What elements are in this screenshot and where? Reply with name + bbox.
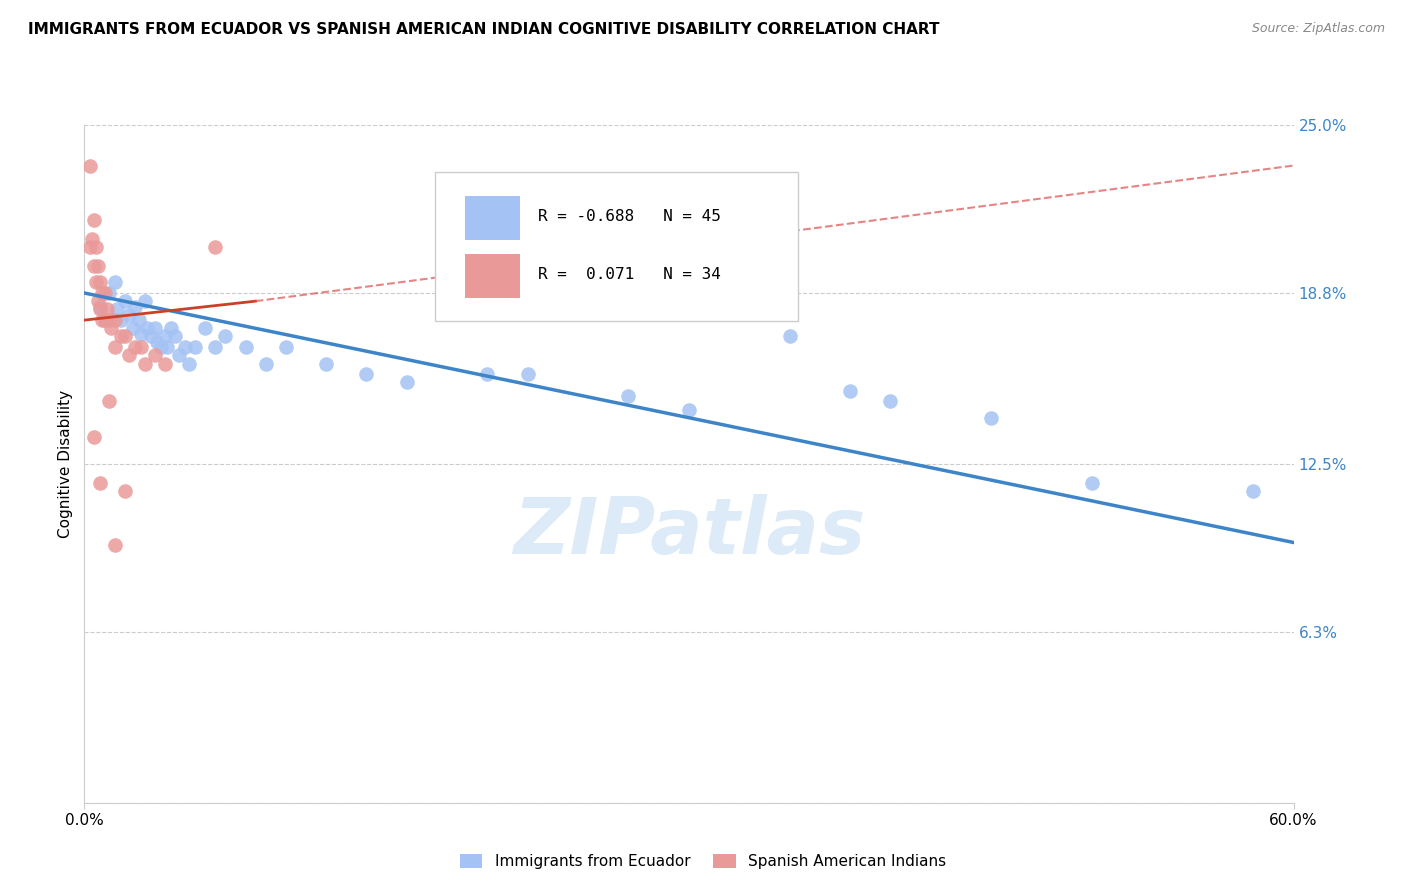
Point <box>477 368 499 382</box>
Point <box>121 321 143 335</box>
Point <box>93 313 115 327</box>
Point <box>254 357 277 371</box>
Point <box>779 329 801 343</box>
Point <box>143 348 166 362</box>
Point <box>110 329 132 343</box>
Point <box>143 321 166 335</box>
Point <box>235 340 257 354</box>
Point <box>165 329 187 343</box>
Point <box>105 302 128 317</box>
Point <box>89 275 111 289</box>
Point <box>104 340 127 354</box>
Point <box>114 329 136 343</box>
Point <box>617 389 640 403</box>
Point <box>179 357 201 371</box>
Legend: Immigrants from Ecuador, Spanish American Indians: Immigrants from Ecuador, Spanish America… <box>453 848 953 875</box>
Point <box>204 340 226 354</box>
FancyBboxPatch shape <box>434 172 797 321</box>
Point <box>146 334 169 349</box>
Point <box>129 340 152 354</box>
Point <box>134 357 156 371</box>
Text: ZIPatlas: ZIPatlas <box>513 493 865 570</box>
Point <box>315 357 337 371</box>
Point <box>91 313 114 327</box>
Point <box>194 321 217 335</box>
Text: R = -0.688   N = 45: R = -0.688 N = 45 <box>538 209 721 224</box>
Point <box>879 394 901 409</box>
Point <box>139 329 162 343</box>
Point <box>839 384 862 398</box>
Point <box>160 321 183 335</box>
Point <box>184 340 207 354</box>
Text: Source: ZipAtlas.com: Source: ZipAtlas.com <box>1251 22 1385 36</box>
Point <box>83 212 105 227</box>
Point <box>96 302 118 317</box>
Point <box>204 240 226 254</box>
Point <box>395 376 418 390</box>
Point <box>86 275 108 289</box>
Point <box>79 159 101 173</box>
Point <box>86 240 108 254</box>
Point <box>1241 483 1264 498</box>
Point <box>93 285 115 300</box>
Point <box>104 275 127 289</box>
Point <box>89 302 111 317</box>
Text: IMMIGRANTS FROM ECUADOR VS SPANISH AMERICAN INDIAN COGNITIVE DISABILITY CORRELAT: IMMIGRANTS FROM ECUADOR VS SPANISH AMERI… <box>28 22 939 37</box>
Point <box>274 340 297 354</box>
Point <box>174 340 197 354</box>
Text: R =  0.071   N = 34: R = 0.071 N = 34 <box>538 267 721 282</box>
Point <box>104 538 127 552</box>
Point <box>79 240 101 254</box>
Point <box>128 313 150 327</box>
Point <box>97 394 120 409</box>
Point <box>83 430 105 444</box>
Point <box>100 321 122 335</box>
Point <box>89 475 111 490</box>
Point <box>83 259 105 273</box>
Point <box>114 294 136 309</box>
Point <box>114 483 136 498</box>
Point <box>214 329 236 343</box>
Point <box>135 321 157 335</box>
Point <box>87 259 110 273</box>
Point <box>87 294 110 309</box>
Y-axis label: Cognitive Disability: Cognitive Disability <box>58 390 73 538</box>
Point <box>118 308 141 322</box>
Point <box>118 348 141 362</box>
Point <box>134 294 156 309</box>
Point <box>124 340 146 354</box>
Point <box>129 326 152 341</box>
Point <box>1081 475 1104 490</box>
Point <box>356 368 378 382</box>
Point <box>97 313 120 327</box>
Point <box>149 340 172 354</box>
Point <box>516 368 538 382</box>
Point <box>110 313 132 327</box>
Point <box>93 313 115 327</box>
Point <box>124 300 146 314</box>
FancyBboxPatch shape <box>465 253 520 298</box>
Point <box>678 402 700 417</box>
Point <box>156 340 179 354</box>
Point <box>104 313 127 327</box>
Point <box>980 410 1002 425</box>
Point <box>89 300 111 314</box>
Point <box>82 232 104 246</box>
Point <box>153 357 176 371</box>
Point <box>91 285 114 300</box>
Point <box>153 329 176 343</box>
Point <box>97 285 120 300</box>
Point <box>167 348 190 362</box>
FancyBboxPatch shape <box>465 196 520 240</box>
